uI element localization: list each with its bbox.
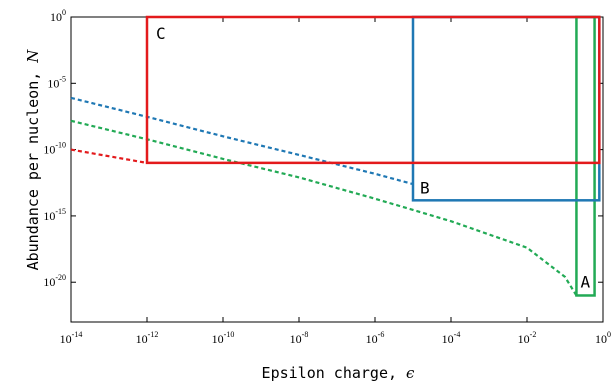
axes	[70, 16, 604, 323]
region-box-a	[575, 15, 596, 297]
y-tick-label: 10-15	[43, 207, 66, 223]
plot-frame	[70, 16, 604, 323]
x-tick-label: 10-8	[290, 330, 309, 346]
x-tick-label: 10-4	[442, 330, 461, 346]
x-tick-label: 10-6	[366, 330, 385, 346]
region-group: A B C	[145, 15, 601, 297]
region-label-c: C	[156, 24, 166, 43]
x-tick-label: 10-14	[60, 330, 83, 346]
y-axis-label: Abundance per nucleon, N	[24, 49, 42, 271]
series-line-2	[70, 119, 578, 297]
x-tick-label: 10-2	[518, 330, 537, 346]
series-line-1	[70, 96, 414, 186]
x-tick-label: 100	[595, 330, 611, 346]
region-box-b	[411, 15, 601, 202]
y-tick-label: 10-5	[47, 74, 66, 90]
series-group	[70, 96, 578, 297]
region-label-b: B	[420, 178, 430, 197]
x-axis-label: Epsilon charge, ϵ	[262, 364, 416, 382]
series-line-0	[70, 148, 148, 164]
region-box-c	[145, 15, 601, 165]
x-tick-label: 10-12	[136, 330, 159, 346]
x-tick-label: 10-10	[212, 330, 235, 346]
region-label-a: A	[581, 272, 591, 291]
y-tick-label: 100	[50, 8, 66, 24]
tick-labels: 10-14 10-12 10-10 10-8 10-6 10-4 10-2 100 100 10-…	[43, 8, 611, 346]
y-tick-label: 10-10	[43, 141, 66, 157]
y-tick-label: 10-20	[43, 273, 66, 289]
